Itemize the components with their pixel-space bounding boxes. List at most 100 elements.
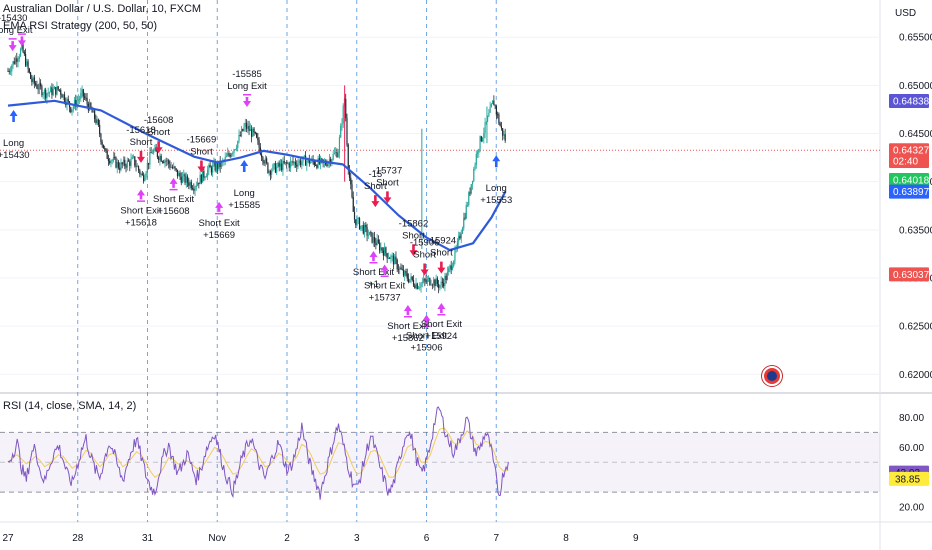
candle[interactable]: [240, 125, 243, 138]
rsi-pane[interactable]: [0, 406, 880, 500]
candle[interactable]: [27, 59, 29, 74]
candle[interactable]: [161, 160, 164, 164]
candle[interactable]: [81, 85, 83, 98]
candle[interactable]: [404, 269, 406, 281]
candle[interactable]: [429, 277, 431, 286]
candle[interactable]: [164, 158, 166, 168]
candle[interactable]: [298, 159, 300, 166]
candle[interactable]: [499, 121, 501, 127]
price-badge[interactable]: 0.63897: [889, 184, 930, 199]
candle[interactable]: [282, 157, 284, 176]
candle[interactable]: [7, 67, 9, 72]
candle[interactable]: [224, 152, 226, 166]
candle[interactable]: [16, 52, 18, 68]
candle[interactable]: [480, 135, 482, 143]
long-arrow-icon[interactable]: [9, 109, 18, 122]
candle[interactable]: [96, 116, 98, 126]
candle[interactable]: [129, 159, 131, 172]
signal-exit-down[interactable]: -15430Long Exit: [0, 13, 33, 52]
candle[interactable]: [478, 148, 480, 158]
candle[interactable]: [145, 170, 147, 180]
candle[interactable]: [119, 162, 121, 174]
candle[interactable]: [110, 159, 112, 168]
candle[interactable]: [12, 60, 14, 69]
candle[interactable]: [171, 164, 174, 170]
candle[interactable]: [377, 235, 379, 245]
candle[interactable]: [235, 144, 238, 152]
candles[interactable]: [7, 41, 506, 294]
candle[interactable]: [73, 96, 76, 109]
exit-up-arrow-icon[interactable]: [215, 201, 224, 215]
long-arrow-icon[interactable]: [492, 155, 501, 168]
candle[interactable]: [149, 147, 151, 169]
candle[interactable]: [208, 163, 210, 175]
candle[interactable]: [289, 156, 292, 172]
candle[interactable]: [449, 264, 451, 273]
candle[interactable]: [405, 268, 407, 277]
candle[interactable]: [207, 165, 209, 181]
candle[interactable]: [219, 156, 221, 173]
candle[interactable]: [470, 184, 472, 195]
candle[interactable]: [170, 161, 172, 169]
candle[interactable]: [361, 225, 363, 231]
exit-up-arrow-icon[interactable]: [437, 303, 446, 316]
candle[interactable]: [495, 105, 497, 120]
candle[interactable]: [450, 260, 452, 275]
candle[interactable]: [158, 155, 160, 163]
candle[interactable]: [448, 266, 450, 276]
candle[interactable]: [386, 252, 388, 264]
candle[interactable]: [183, 169, 185, 182]
signal-long[interactable]: Long+15553: [480, 155, 512, 206]
candle[interactable]: [77, 94, 79, 107]
candle[interactable]: [45, 87, 47, 102]
candle[interactable]: [365, 221, 367, 233]
candle[interactable]: [126, 157, 128, 171]
candle[interactable]: [417, 285, 420, 290]
candle[interactable]: [348, 164, 351, 181]
candle[interactable]: [316, 163, 318, 170]
candle[interactable]: [362, 221, 364, 235]
candle[interactable]: [415, 277, 417, 290]
candle[interactable]: [493, 95, 495, 106]
candle[interactable]: [469, 187, 471, 197]
candle[interactable]: [391, 252, 393, 262]
candle[interactable]: [168, 158, 170, 169]
candle[interactable]: [153, 148, 155, 155]
candle[interactable]: [130, 153, 132, 169]
candle[interactable]: [286, 160, 288, 169]
candle[interactable]: [146, 157, 148, 178]
candle[interactable]: [97, 118, 99, 127]
candle[interactable]: [317, 155, 319, 169]
candle[interactable]: [458, 231, 460, 247]
candle[interactable]: [179, 170, 181, 181]
candle[interactable]: [497, 111, 499, 119]
signal-long[interactable]: Long+15585: [228, 160, 260, 211]
candle[interactable]: [32, 75, 34, 85]
candle[interactable]: [279, 158, 282, 171]
candle[interactable]: [396, 258, 398, 273]
candle[interactable]: [35, 80, 37, 87]
signal-exit-up[interactable]: Short Exit+15906: [406, 314, 448, 354]
candle[interactable]: [438, 279, 440, 294]
signal-exit-up[interactable]: Short Exit+15862: [387, 304, 429, 344]
candle[interactable]: [232, 151, 234, 157]
candle[interactable]: [485, 121, 487, 125]
candle[interactable]: [204, 175, 206, 181]
candle[interactable]: [76, 95, 78, 111]
candle[interactable]: [71, 109, 73, 116]
candle[interactable]: [257, 132, 259, 145]
candle[interactable]: [494, 104, 496, 110]
candle[interactable]: [293, 161, 295, 168]
candle[interactable]: [371, 232, 373, 244]
candle[interactable]: [13, 57, 15, 65]
short-arrow-icon[interactable]: [197, 160, 206, 173]
candle[interactable]: [228, 150, 230, 158]
candle[interactable]: [421, 277, 423, 288]
candle[interactable]: [272, 163, 274, 172]
candle[interactable]: [26, 58, 28, 67]
candle[interactable]: [406, 268, 408, 282]
exit-up-arrow-icon[interactable]: [422, 314, 431, 328]
